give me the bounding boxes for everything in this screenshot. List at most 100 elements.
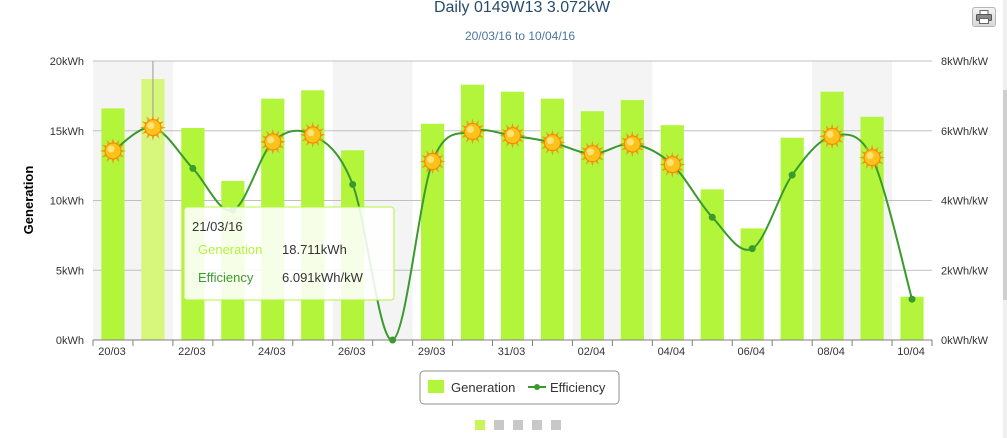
generation-bar[interactable]	[580, 111, 604, 340]
tooltip-generation-value: 18.711kWh	[282, 242, 347, 257]
sun-ray	[120, 149, 126, 153]
sun-highlight	[586, 148, 594, 156]
generation-bar[interactable]	[740, 228, 764, 340]
y-left-tick-label: 15kWh	[50, 126, 84, 138]
generation-bar[interactable]	[421, 123, 445, 341]
sun-icon[interactable]	[539, 129, 566, 156]
legend-generation-label[interactable]: Generation	[451, 380, 515, 395]
efficiency-point[interactable]	[189, 164, 197, 172]
sun-ray	[591, 161, 594, 167]
efficiency-point[interactable]	[349, 180, 357, 188]
efficiency-point[interactable]	[908, 295, 916, 303]
sun-ray	[670, 151, 674, 157]
sun-ray	[640, 142, 646, 146]
sun-icon[interactable]	[619, 131, 646, 158]
sun-icon[interactable]	[419, 148, 446, 175]
chart-title: Daily 0149W13 3.072kW	[434, 0, 611, 16]
legend-efficiency-marker[interactable]	[534, 384, 540, 390]
generation-bar[interactable]	[500, 91, 525, 340]
pager-dot[interactable]	[513, 420, 523, 430]
sun-ray	[271, 128, 275, 135]
sun-ray	[311, 121, 315, 128]
sun-ray	[870, 165, 874, 171]
sun-ray	[619, 142, 625, 146]
legend-efficiency-label[interactable]: Efficiency	[550, 380, 606, 395]
sun-ray	[551, 129, 554, 135]
legend-box	[419, 370, 620, 405]
sun-highlight	[507, 130, 514, 138]
generation-bar[interactable]	[141, 78, 165, 340]
sun-ray	[591, 140, 594, 146]
sun-ray	[680, 163, 686, 166]
generation-bar[interactable]	[101, 108, 125, 341]
efficiency-point[interactable]	[788, 171, 796, 179]
legend[interactable]: Generation Efficiency	[419, 370, 620, 405]
x-tick-label: 26/03	[338, 346, 366, 358]
sun-highlight	[107, 145, 115, 153]
generation-bar[interactable]	[660, 125, 684, 340]
generation-bar[interactable]	[900, 296, 924, 340]
sun-ray	[830, 144, 834, 150]
sun-icon[interactable]	[499, 122, 526, 149]
x-tick-label: 08/04	[817, 346, 845, 358]
sun-ray	[839, 134, 846, 138]
pager-dot[interactable]	[494, 420, 504, 430]
sun-highlight	[826, 130, 834, 138]
sun-icon[interactable]	[579, 140, 606, 167]
sun-icon[interactable]	[459, 118, 486, 145]
sun-icon[interactable]	[659, 151, 686, 178]
generation-bar[interactable]	[540, 98, 565, 340]
generation-bar[interactable]	[460, 84, 485, 340]
generation-bar[interactable]	[780, 137, 804, 340]
sun-highlight	[307, 129, 315, 137]
y-right-tick-label: 2kWh/kW	[941, 265, 989, 277]
sun-ray	[480, 130, 486, 133]
efficiency-line-path[interactable]	[112, 126, 913, 341]
efficiency-point[interactable]	[748, 245, 756, 253]
sun-icon[interactable]	[299, 121, 326, 148]
efficiency-point[interactable]	[389, 336, 397, 344]
sun-ray	[511, 143, 514, 149]
sun-ray	[280, 140, 286, 144]
y-right-tick-label: 6kWh/kW	[941, 126, 989, 138]
chart-subtitle: 20/03/16 to 10/04/16	[465, 29, 575, 43]
sun-ray	[299, 133, 305, 137]
legend-generation-swatch[interactable]	[428, 380, 444, 393]
x-tick-label: 20/03	[98, 346, 126, 358]
sun-ray	[830, 123, 834, 129]
generation-bar[interactable]	[820, 91, 844, 340]
sun-ray	[631, 131, 634, 137]
pager-dot[interactable]	[532, 420, 542, 430]
tooltip-generation-label: Generation	[198, 242, 262, 257]
sun-ray	[511, 122, 514, 128]
tooltip-efficiency-value: 6.091kWh/kW	[282, 270, 364, 285]
pager-dot[interactable]	[475, 420, 485, 430]
y-left-tick-label: 5kWh	[56, 265, 84, 277]
sun-ray	[151, 114, 155, 120]
sun-icon[interactable]	[819, 123, 846, 150]
sun-icon[interactable]	[139, 114, 166, 141]
sun-icon[interactable]	[99, 137, 126, 164]
sun-ray	[419, 160, 425, 163]
scrollbar-thumb[interactable]	[1003, 90, 1007, 300]
efficiency-point[interactable]	[708, 213, 716, 221]
sun-icon[interactable]	[259, 128, 286, 155]
generation-bar[interactable]	[700, 189, 724, 340]
y-axis-left-label: Generation	[21, 166, 36, 235]
tooltip-box	[183, 206, 395, 301]
sun-highlight	[546, 137, 554, 145]
pager-dots[interactable]	[475, 420, 561, 430]
print-button[interactable]	[972, 7, 996, 27]
generation-bar[interactable]	[620, 100, 644, 340]
sun-ray	[271, 149, 275, 155]
pager-dot[interactable]	[551, 420, 561, 430]
sun-ray	[631, 151, 634, 158]
sun-highlight	[866, 152, 874, 160]
efficiency-line[interactable]	[99, 114, 916, 344]
sun-ray	[870, 144, 874, 150]
sun-highlight	[666, 159, 674, 167]
x-tick-label: 29/03	[418, 346, 446, 358]
sun-highlight	[427, 155, 435, 163]
sun-icon[interactable]	[859, 144, 886, 171]
y-left-tick-label: 10kWh	[50, 196, 84, 208]
